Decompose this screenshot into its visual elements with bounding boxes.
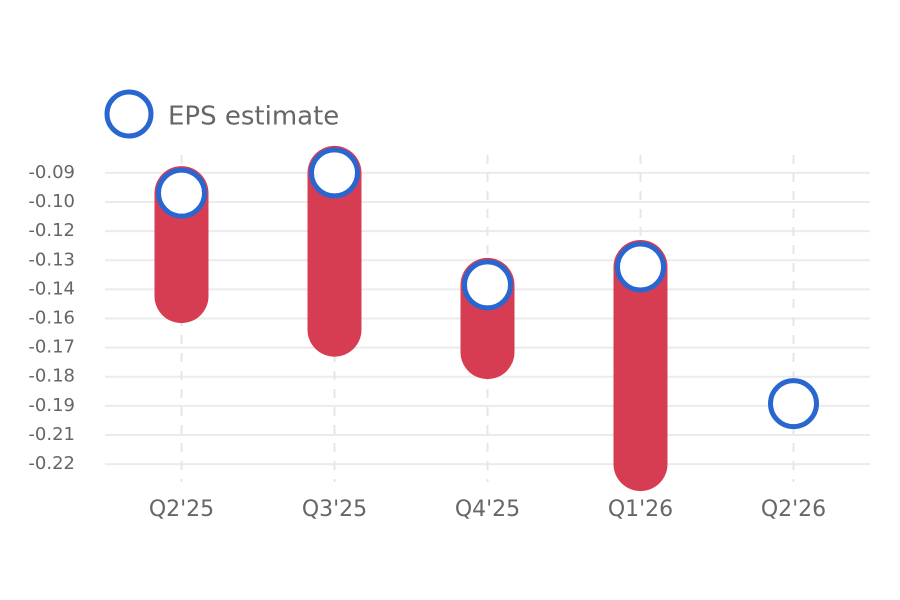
y-tick-label: -0.19 (28, 395, 75, 416)
y-tick-label: -0.14 (28, 278, 75, 299)
y-tick-label: -0.10 (28, 191, 75, 212)
y-tick-label: -0.09 (28, 162, 75, 183)
x-tick-label: Q2'26 (761, 497, 826, 522)
y-tick-label: -0.13 (28, 249, 75, 270)
y-tick-label: -0.21 (28, 424, 75, 445)
legend-marker (104, 89, 154, 139)
x-tick-label: Q2'25 (149, 497, 214, 522)
y-tick-label: -0.12 (28, 220, 75, 241)
estimate-marker (615, 241, 666, 293)
legend-label: EPS estimate (168, 102, 339, 132)
y-tick-label: -0.16 (28, 308, 75, 329)
estimate-marker (156, 167, 207, 219)
x-tick-label: Q3'25 (302, 497, 367, 522)
estimate-marker (768, 378, 819, 430)
x-tick-label: Q4'25 (455, 497, 520, 522)
y-tick-label: -0.18 (28, 366, 75, 387)
y-tick-label: -0.17 (28, 337, 75, 358)
x-tick-label: Q1'26 (608, 497, 673, 522)
estimate-marker (462, 259, 513, 311)
y-tick-label: -0.22 (28, 453, 75, 474)
estimate-marker (309, 147, 360, 199)
